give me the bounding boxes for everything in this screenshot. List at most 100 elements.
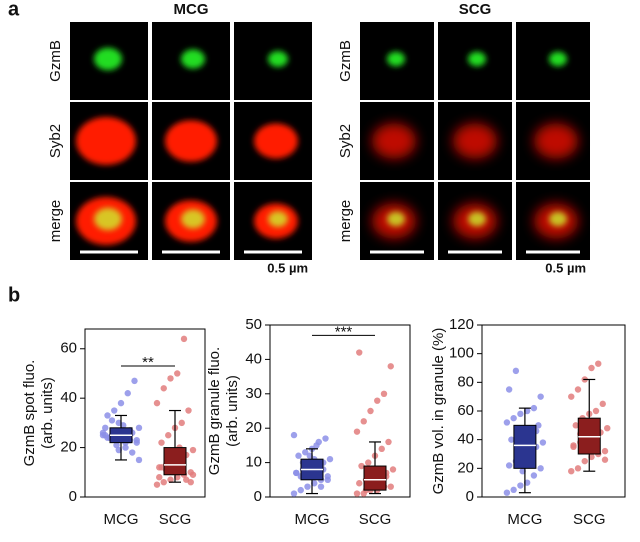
plot-frame	[481, 324, 626, 498]
row-label: Syb2	[47, 124, 64, 158]
data-point	[505, 462, 513, 469]
data-point	[185, 407, 192, 414]
data-point	[124, 390, 131, 397]
data-point	[601, 447, 609, 455]
data-point	[588, 364, 595, 372]
data-point	[517, 482, 524, 489]
data-point	[519, 468, 526, 475]
data-point	[160, 385, 167, 392]
data-point	[189, 471, 197, 478]
y-tick-label: 30	[245, 385, 262, 402]
data-point	[153, 399, 161, 407]
data-point	[574, 465, 582, 472]
gzmb-signal	[549, 211, 567, 227]
plot-frame	[84, 328, 206, 498]
data-point	[120, 422, 127, 429]
syb2-signal	[165, 120, 217, 162]
x-tick-label: MCG	[295, 511, 330, 528]
data-point	[523, 479, 531, 486]
row-label: merge	[337, 200, 354, 243]
gzmb-signal	[468, 51, 486, 67]
data-point	[367, 407, 374, 415]
data-point	[374, 397, 381, 404]
data-point	[167, 476, 174, 483]
data-point	[104, 434, 111, 441]
data-point	[183, 476, 190, 483]
data-point	[512, 367, 520, 375]
data-point	[297, 486, 304, 494]
gzmb-signal	[94, 47, 122, 71]
group-title: SCG	[459, 1, 492, 18]
y-axis-label: GzmB vol. in granule (%)	[430, 328, 447, 495]
syb2-signal	[76, 117, 136, 165]
data-point	[356, 349, 363, 356]
data-point	[505, 386, 513, 393]
y-tick-label: 60	[60, 340, 77, 357]
data-point	[174, 370, 181, 377]
gzmb-signal	[268, 211, 288, 227]
x-tick-label: SCG	[359, 511, 392, 528]
data-point	[517, 410, 524, 418]
panel-label: b	[8, 284, 20, 306]
x-tick-label: MCG	[507, 511, 542, 528]
data-point	[539, 439, 547, 446]
data-point	[293, 469, 300, 477]
plot-frame	[269, 324, 411, 498]
x-tick-label: SCG	[159, 511, 192, 528]
syb2-signal	[372, 123, 416, 159]
data-point	[104, 412, 111, 419]
data-point	[158, 464, 165, 471]
y-tick-label: 100	[449, 345, 474, 362]
data-point	[189, 446, 197, 454]
y-tick-label: 80	[457, 373, 474, 390]
data-point	[389, 466, 397, 473]
data-point	[387, 363, 394, 370]
y-axis-label: GzmB spot fluo.	[21, 360, 38, 467]
data-point	[385, 438, 392, 446]
data-point	[588, 453, 595, 461]
data-point	[595, 360, 602, 367]
gzmb-signal	[181, 49, 205, 69]
y-tick-label: 40	[457, 431, 474, 448]
syb2-signal	[534, 123, 578, 159]
data-point	[135, 424, 143, 432]
data-point	[304, 483, 311, 490]
y-axis-label: (arb. units)	[39, 377, 56, 449]
data-point	[503, 489, 511, 496]
data-point	[523, 407, 531, 415]
data-point	[306, 452, 313, 459]
data-point	[102, 424, 109, 432]
data-point	[117, 399, 125, 407]
significance-label: **	[142, 354, 154, 371]
row-label: GzmB	[47, 40, 64, 82]
y-tick-label: 0	[69, 488, 77, 505]
data-point	[158, 439, 165, 446]
data-point	[311, 480, 318, 487]
significance-label: ***	[335, 323, 353, 340]
y-axis-label: GzmB granule fluo.	[206, 347, 223, 475]
data-point	[324, 476, 331, 483]
data-point	[568, 393, 575, 400]
data-point	[290, 431, 298, 439]
data-point	[508, 436, 515, 443]
y-axis-label: (arb. units)	[224, 375, 241, 447]
data-point	[530, 472, 538, 479]
x-tick-label: SCG	[573, 511, 606, 528]
data-point	[599, 400, 606, 408]
box	[363, 465, 387, 491]
group-title: MCG	[174, 1, 209, 18]
data-point	[129, 449, 136, 456]
box	[163, 447, 187, 476]
data-point	[317, 483, 325, 490]
data-point	[115, 446, 122, 454]
box	[513, 424, 537, 469]
data-point	[353, 428, 361, 435]
data-point	[574, 386, 582, 393]
data-point	[313, 442, 320, 449]
data-point	[135, 456, 143, 464]
data-point	[295, 452, 302, 459]
scale-label: 0.5 µm	[267, 260, 308, 275]
data-point	[167, 375, 174, 382]
data-point	[153, 481, 161, 488]
data-point	[108, 417, 116, 424]
